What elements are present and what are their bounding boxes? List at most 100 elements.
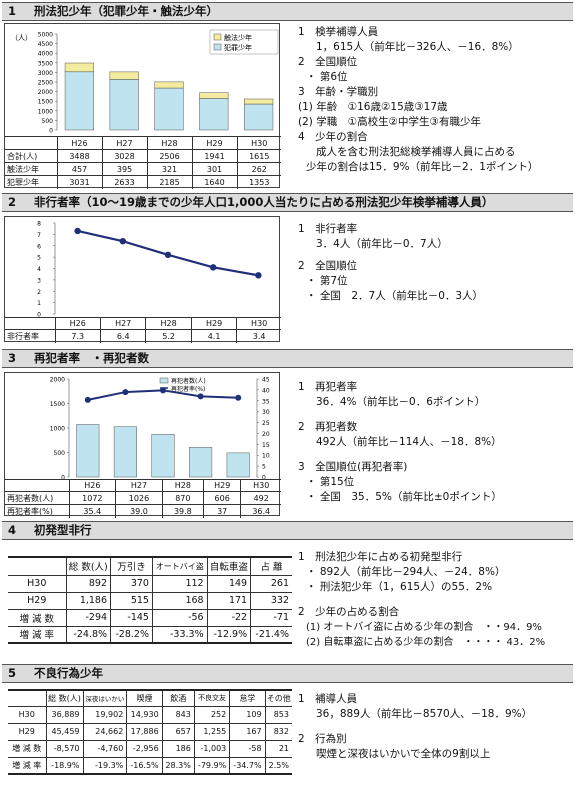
summary-line: 1 刑法犯少年に占める初発型非行: [298, 551, 463, 563]
table1-cell: 3028: [101, 149, 148, 163]
section-3-number: 3: [8, 351, 17, 365]
table4-row-label: 増 減 率: [8, 625, 67, 644]
chart1-bar-hanzai: [244, 103, 274, 131]
table1-row-label: 犯罪少年: [5, 175, 58, 189]
chart3-point: [160, 387, 166, 394]
section-4-table: 総 数(人) 万引き オートバイ盗 自転車盗 占 離 H30 892 370 1…: [8, 556, 292, 644]
summary-line: ・ 第15位: [306, 476, 355, 488]
chart3-y-tick-label-right: 25: [262, 420, 270, 427]
summary-line: 2 少年の占める割合: [298, 606, 400, 618]
summary-line: 3 全国順位(再犯者率): [298, 461, 408, 473]
chart3-y-tick-label-left: 1500: [50, 401, 65, 408]
table4-cell: 261: [250, 574, 292, 593]
summary-line: 少年の割合は15．9%（前年比－2．1ポイント）: [306, 161, 539, 173]
chart2-point: [164, 251, 172, 259]
table3-cell: 39.8: [161, 504, 204, 518]
table5-cell: 657: [161, 722, 195, 741]
table4-cell: -145: [110, 608, 153, 627]
table4-cell: 168: [151, 591, 208, 610]
table5-row-label: 増 減 率: [8, 756, 47, 775]
chart2-y-tick-label: 0: [37, 312, 41, 318]
chart2-y-tick-label: 7: [37, 232, 41, 239]
table2-corner: [5, 317, 56, 330]
table5-header: 飲酒: [161, 689, 195, 707]
table4-cell: -33.3%: [151, 625, 208, 644]
chart2-y-tick-label: 4: [37, 266, 41, 273]
table5-cell: 24,662: [82, 722, 128, 741]
chart3-y-tick-label-right: 40: [262, 387, 270, 394]
table4-cell: 515: [110, 591, 153, 610]
table5-cell: -2,956: [126, 739, 163, 758]
chart3-legend-count: 再犯者数(人): [171, 377, 206, 385]
summary-line: ・ 892人（前年比－294人、－24．8%）: [306, 566, 506, 578]
table4-cell: -71: [250, 608, 292, 627]
chart3-y-tick-label-left: 0: [61, 475, 65, 480]
chart2-point: [255, 272, 262, 279]
table2-year: H26: [54, 317, 101, 330]
table5-header: 喫煙: [126, 689, 163, 707]
section-3-chart: 再犯者数(人) 再犯者率(%) 0 500 1000 1500 2000 0 5 10 15 20…: [50, 377, 270, 480]
chart2-point: [74, 227, 81, 235]
table1-year: H29: [191, 136, 238, 150]
table5-cell: -4,760: [82, 739, 128, 758]
section-1-header: 1 刑法犯少年（犯罪少年・触法少年）: [2, 2, 573, 21]
section-3-title: 再犯者率 ・再犯者数: [34, 351, 149, 365]
summary-line: (2) 自転車盗に占める少年の割合 ・・・・ 43．2%: [306, 637, 546, 648]
chart3-y-tick-label-right: 35: [262, 398, 270, 405]
chart3-point: [84, 396, 91, 403]
table3-cell: 1026: [115, 491, 163, 505]
table5-cell: 853: [264, 705, 292, 724]
chart3-y-tick-label-right: 30: [262, 409, 270, 416]
chart1-y-tick-label: 2500: [38, 80, 53, 87]
table3-year: H27: [115, 479, 163, 492]
chart1-y-unit: （人）: [11, 34, 32, 42]
chart3-bar: [189, 447, 213, 478]
summary-line: 36．4%（前年比－0．6ポイント）: [316, 396, 486, 408]
table2-year: H27: [99, 317, 147, 330]
table1-cell: 3031: [56, 175, 103, 189]
chart3-y-tick-label-left: 2000: [50, 377, 65, 384]
section-5-title: 不良行為少年: [34, 666, 103, 680]
chart2-y-tick-label: 2: [37, 289, 41, 296]
chart3-y-tick-label-right: 5: [262, 464, 266, 471]
table4-cell: -21.4%: [250, 625, 292, 644]
table4-header: 総 数(人): [65, 556, 112, 576]
table4-header: 万引き: [110, 556, 153, 576]
section-3-chart-box: 再犯者数(人) 再犯者率(%) 0 500 1000 1500 2000 0 5 10 15 20…: [4, 372, 281, 518]
summary-line: ・ 第7位: [306, 275, 348, 287]
chart2-y-tick-label: 3: [37, 277, 41, 284]
section-2-title: 非行者率（10～19歳までの少年人口1,000人当たりに占める刑法犯少年検挙補導…: [34, 195, 494, 209]
chart2-point: [119, 238, 127, 245]
table4-cell: 370: [110, 574, 153, 593]
section-1-summary: 1 検挙補導人員 1，615人（前年比－326人、－16．8%） 2 全国順位 …: [298, 25, 538, 175]
table4-cell: -24.8%: [65, 625, 112, 644]
chart1-y-tick-label: 3000: [38, 70, 53, 77]
table3-cell: 37: [202, 504, 242, 518]
table4-cell: -56: [151, 608, 208, 627]
chart3-y-tick-label-right: 10: [262, 453, 270, 460]
chart2-y-tick-label: 5: [37, 255, 41, 262]
table1-year: H26: [56, 136, 103, 150]
table5-cell: -18.9%: [45, 756, 84, 775]
summary-line: (1) 年齢 ①16歳②15歳③17歳: [298, 101, 448, 113]
table5-cell: 19,902: [82, 705, 128, 724]
table5-header: 深夜はいかい: [82, 689, 128, 707]
table4-cell: 171: [206, 591, 252, 610]
table5-corner: [8, 689, 47, 707]
chart1-bar-shokuhou: [199, 92, 229, 99]
table5-cell: 45,459: [45, 722, 84, 741]
table1-year: H28: [146, 136, 193, 150]
summary-line: 1，615人（前年比－326人、－16．8%）: [316, 41, 519, 53]
chart1-bar-shokuhou: [64, 62, 94, 73]
table4-cell: -28.2%: [110, 625, 153, 644]
table1-cell: 3488: [56, 149, 103, 163]
chart1-bar-hanzai: [199, 98, 229, 131]
chart1-bar-shokuhou: [109, 71, 139, 80]
table1-cell: 262: [236, 162, 281, 176]
summary-line: 2 全国順位: [298, 260, 358, 272]
section-4-header: 4 初発型非行: [2, 521, 573, 540]
table3-cell: 870: [161, 491, 204, 505]
summary-line: 1 非行者率: [298, 223, 358, 235]
chart3-bar: [226, 452, 250, 478]
section-2-number: 2: [8, 195, 17, 209]
